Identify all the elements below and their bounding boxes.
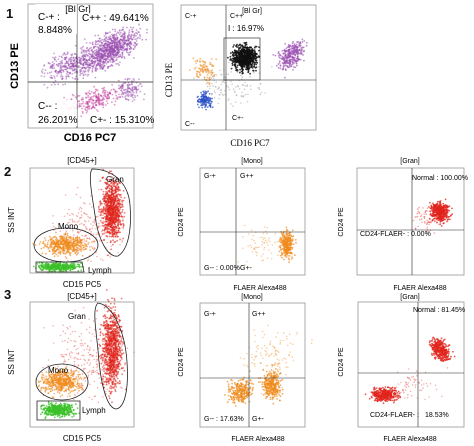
x-axis-label: FLAER Alexa488 <box>383 436 436 443</box>
x-axis-label: FLAER Alexa488 <box>393 285 446 292</box>
plot-title: [Gran] <box>400 294 420 301</box>
quadrant-lr-label: G+- <box>240 265 253 272</box>
panel-r2-right: [Gran] Normal : 100.00% CD24-FLAER- : 0.… <box>338 158 468 292</box>
row-label-3: 3 <box>4 287 12 302</box>
gate-normal-label: Normal : 81.45% <box>413 307 465 314</box>
plot-title: [Bl Gr] <box>242 8 262 15</box>
quadrant-ll-label: C-- <box>185 121 195 128</box>
panel-r3-mid: [Mono] G-+ G++ G-- : 17.63% G+- FLAER Al… <box>178 294 313 443</box>
quadrant-ur-label: G++ <box>252 311 266 318</box>
panel-r2-mid: [Mono] G-+ G++ G-- : 0.00% G+- FLAER Ale… <box>178 158 306 292</box>
plot-title: [Mono] <box>241 158 262 165</box>
quadrant-lr-label: G+- <box>252 416 265 423</box>
y-axis-label: CD24 PE <box>338 207 345 237</box>
y-axis-label: SS INT <box>7 349 16 375</box>
gate-mono-label: Mono <box>58 222 79 231</box>
quadrant-ll-label: G-- : 17.63% <box>204 416 244 423</box>
gate-mono <box>35 363 89 401</box>
x-axis-label: CD16 PC7 <box>230 138 270 148</box>
x-axis-label: FLAER Alexa488 <box>231 436 284 443</box>
x-axis-label: FLAER Alexa488 <box>233 285 286 292</box>
gate-mono-label: Mono <box>48 366 69 375</box>
plot-title: [CD45+] <box>67 156 97 165</box>
panel-r1-right: [Bl Gr] C-+ C++ I : 16.97% C-- C+- CD16 … <box>164 4 317 148</box>
quadrant-ul-label: C-+ : <box>38 12 60 23</box>
plot-frame <box>199 302 306 428</box>
gate-gran-label: Gran <box>106 175 124 184</box>
y-axis-label: SS INT <box>7 207 16 233</box>
gate-gran-label: Gran <box>68 312 86 321</box>
quadrant-ur-label: C++ <box>230 13 243 20</box>
panel-r3-right: [Gran] Normal : 81.45% CD24-FLAER- : 18.… <box>338 294 465 443</box>
x-axis-label: CD15 PC5 <box>63 434 102 443</box>
gate-lymph-label: Lymph <box>88 266 112 275</box>
plot-frame <box>357 301 465 428</box>
quadrant-lr-label: C+- : 15.310% <box>90 115 154 126</box>
y-axis-label: CD13 PE <box>164 62 174 97</box>
quadrant-lr-label: C+- <box>232 115 244 122</box>
quadrant-ur-label: C++ : 49.641% <box>82 13 149 24</box>
gate-lymph-label: Lymph <box>82 406 106 415</box>
gate-lymph <box>35 261 85 273</box>
y-axis-label: CD24 PE <box>338 347 345 377</box>
gate-label: I : 16.97% <box>228 24 264 33</box>
plot-title: [CD45+] <box>67 292 97 301</box>
quadrant-ul-label: C-+ <box>185 13 196 20</box>
row-label-1: 1 <box>6 6 14 21</box>
panel-r2-left: [CD45+] Gran Mono Lymph CD15 PC5 SS INT <box>7 156 135 289</box>
panel-r1-left: [Bl Gr] C-+ : 8.848% C++ : 49.641% C-- :… <box>9 3 154 144</box>
x-axis-label: CD15 PC5 <box>63 280 102 289</box>
quadrant-ll-label: G-- : 0.00% <box>204 265 240 272</box>
gate-I <box>223 37 261 81</box>
quadrant-ur-label: G++ <box>240 173 254 180</box>
x-axis-label: CD16 PC7 <box>64 132 117 144</box>
gate-normal-label: Normal : 100.00% <box>412 175 468 182</box>
plot-title: [Mono] <box>241 294 262 301</box>
y-axis-label: CD24 PE <box>178 347 185 377</box>
gate-lymph <box>36 400 81 421</box>
gate-neg-label: CD24-FLAER- : <box>370 412 419 419</box>
plot-title: [Bl Gr] <box>65 4 91 14</box>
gate-neg-value: 18.53% <box>425 412 449 419</box>
gate-gran <box>89 168 131 257</box>
row-label-2: 2 <box>4 164 12 179</box>
panel-r3-left: [CD45+] Gran Mono Lymph CD15 PC5 SS INT <box>7 289 135 443</box>
quadrant-ul-value: 8.848% <box>38 25 72 36</box>
quadrant-ll-label: C-- : <box>38 101 57 112</box>
quadrant-ll-value: 26.201% <box>38 115 78 126</box>
plot-title: [Gran] <box>400 158 420 165</box>
y-axis-label: CD24 PE <box>178 207 185 237</box>
gate-neg-label: CD24-FLAER- : 0.00% <box>360 231 431 238</box>
plot-frame <box>199 167 306 276</box>
quadrant-ul-label: G-+ <box>204 173 216 180</box>
quadrant-ul-label: G-+ <box>204 311 216 318</box>
y-axis-label: CD13 PE <box>9 43 21 89</box>
plot-frame <box>356 167 465 276</box>
gate-gran <box>94 302 128 410</box>
